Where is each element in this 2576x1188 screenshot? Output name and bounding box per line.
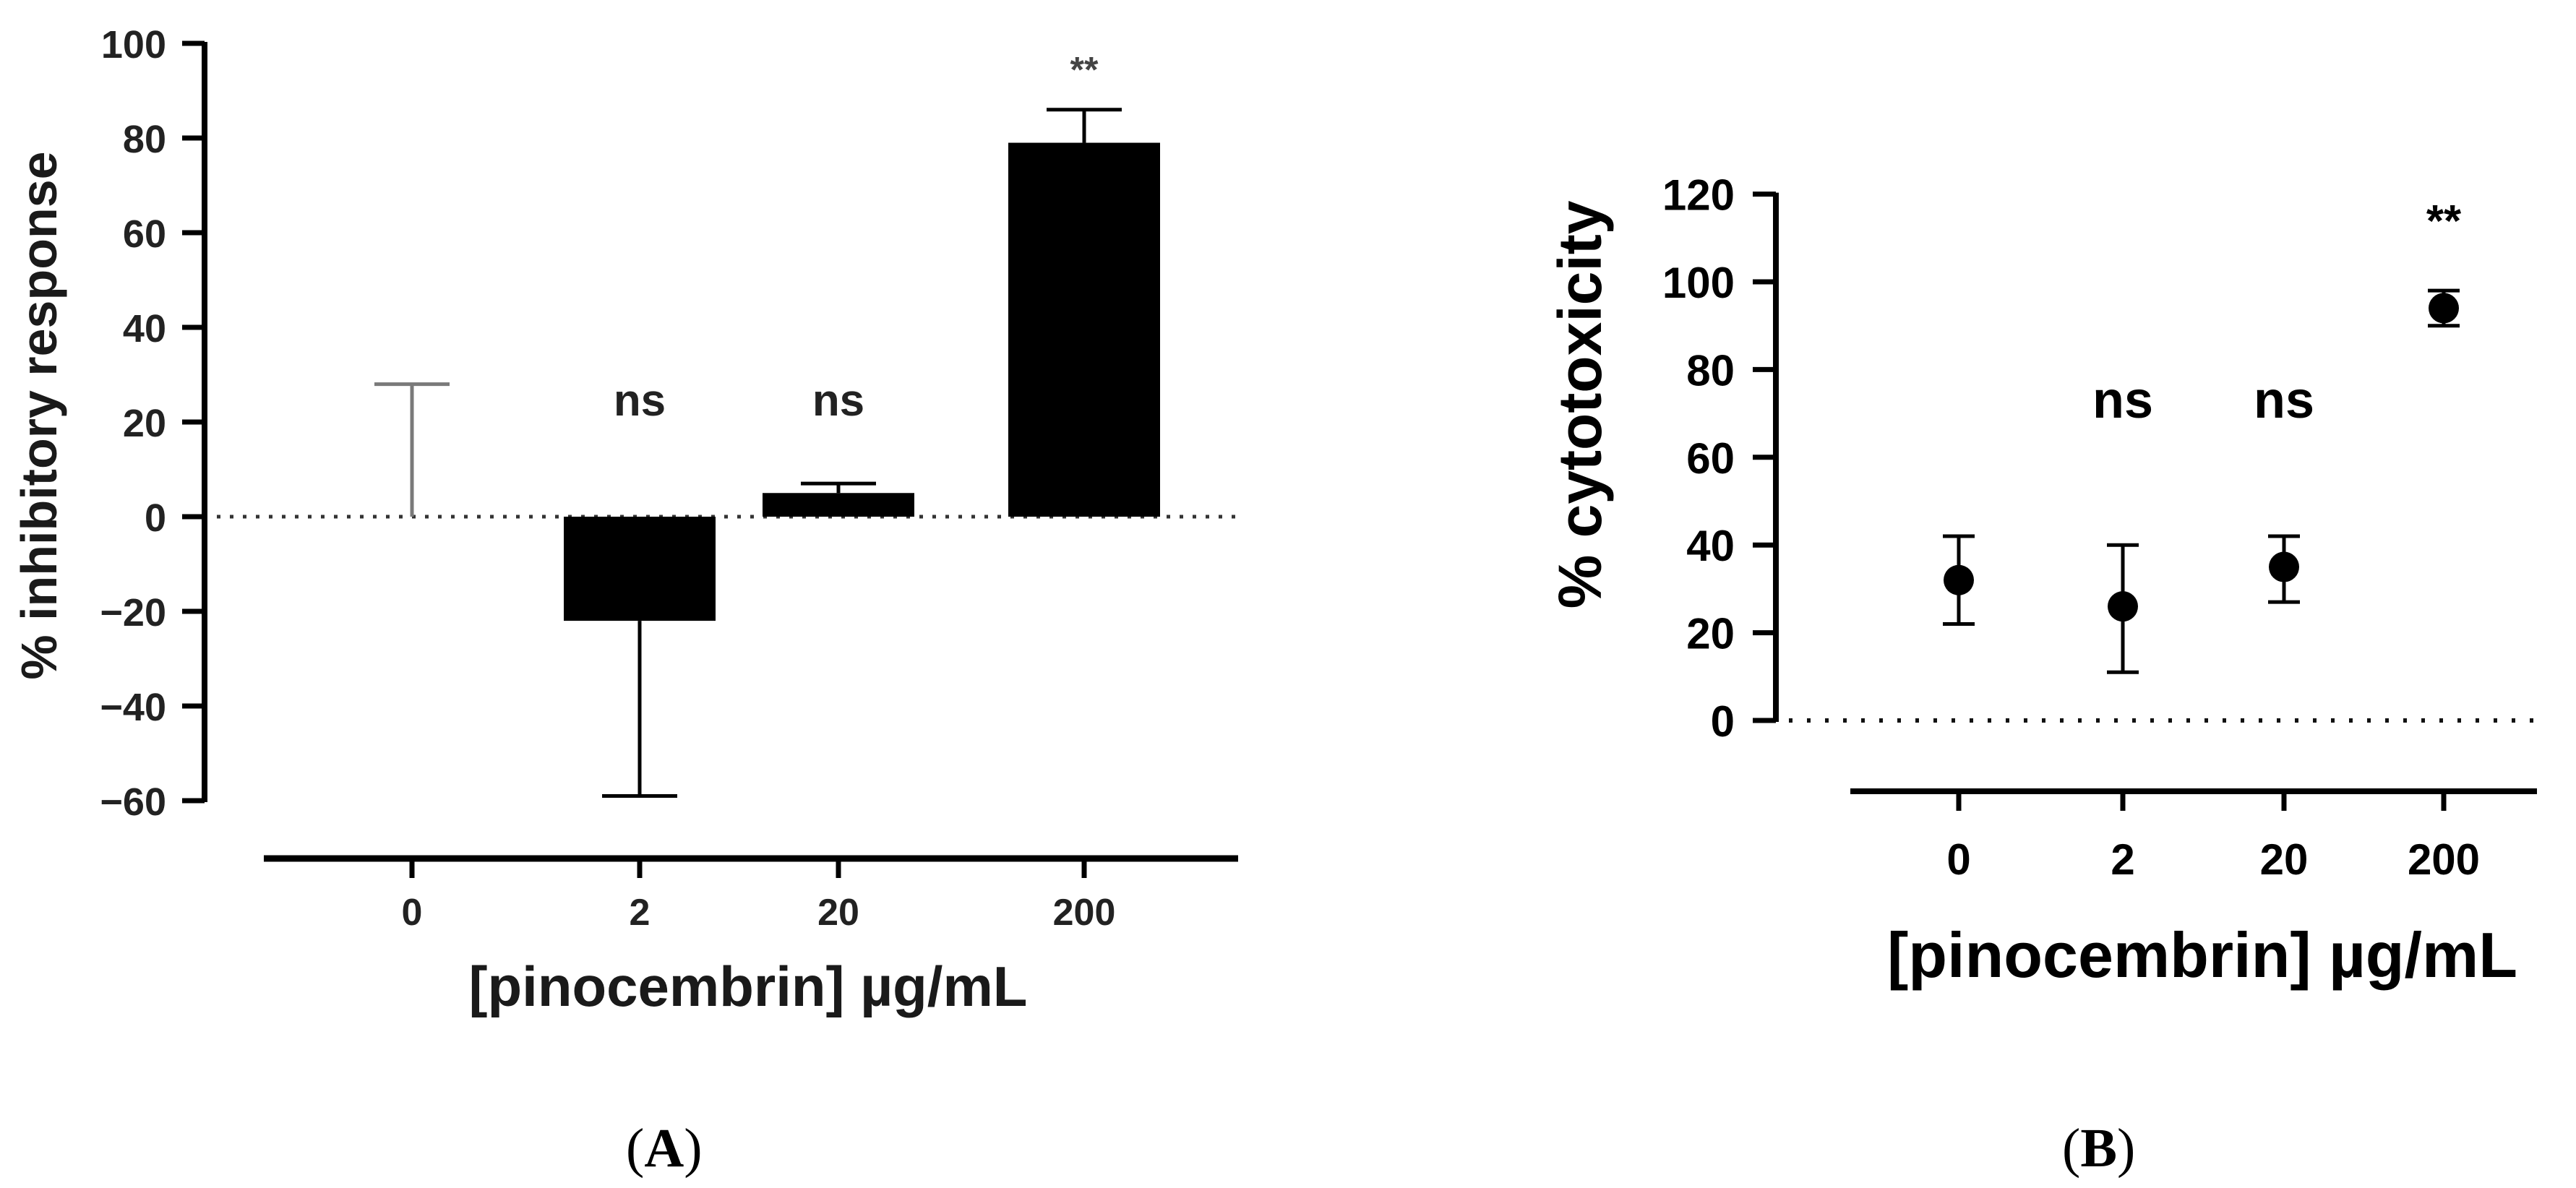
plot-area: ns ns ** — [1789, 197, 2537, 723]
x-tick-label: 20 — [817, 892, 859, 934]
y-tick-label: 80 — [123, 118, 166, 161]
significance-label: ns — [2254, 371, 2314, 429]
y-tick-label: 20 — [1686, 610, 1735, 658]
y-tick-label: 0 — [145, 496, 166, 540]
y-axis: 100 80 60 40 20 0 −20 −40 −60 — [100, 23, 207, 824]
y-tick-label: 20 — [123, 402, 166, 445]
bar — [763, 493, 914, 517]
x-tick-label: 20 — [2260, 835, 2309, 884]
y-tick-label: 80 — [1686, 346, 1735, 395]
chart-b: 0 20 40 60 80 100 120 0 2 20 200 ns ns ** % cytotox… — [1546, 171, 2537, 991]
significance-label: ns — [2092, 371, 2153, 429]
y-tick-label: 40 — [123, 307, 166, 350]
y-tick-label: 0 — [1711, 697, 1735, 746]
panel-label-a: (A) — [626, 1118, 703, 1179]
x-tick-label: 0 — [402, 892, 423, 934]
y-tick-label: −60 — [100, 780, 166, 824]
plot-area: ns ns ** — [217, 50, 1238, 798]
y-tick-label: −20 — [100, 591, 166, 634]
data-point — [2108, 591, 2138, 622]
significance-label: ns — [812, 376, 864, 426]
x-axis-title: [pinocembrin] µg/mL — [1887, 919, 2517, 991]
y-tick-label: −40 — [100, 686, 166, 729]
x-tick-label: 2 — [630, 892, 651, 934]
y-axis-title: % cytotoxicity — [1546, 200, 1614, 608]
y-tick-label: 100 — [101, 23, 166, 66]
y-tick-label: 40 — [1686, 522, 1735, 570]
x-axis: 0 2 20 200 — [264, 855, 1238, 934]
x-tick-label: 200 — [1053, 892, 1116, 934]
y-tick-label: 60 — [123, 212, 166, 256]
data-point — [2429, 293, 2459, 324]
data-point — [1944, 564, 1974, 595]
x-tick-label: 200 — [2408, 835, 2480, 884]
x-tick-label: 2 — [2111, 835, 2134, 884]
x-tick-label: 0 — [1946, 835, 1970, 884]
bar — [1008, 142, 1160, 517]
significance-label: ns — [614, 376, 666, 426]
significance-label: ** — [1070, 50, 1099, 90]
significance-label: ** — [2426, 197, 2462, 246]
y-tick-label: 60 — [1686, 434, 1735, 483]
x-axis-title: [pinocembrin] µg/mL — [469, 955, 1028, 1018]
y-axis-title: % inhibitory response — [11, 151, 67, 679]
data-point — [2269, 551, 2299, 582]
x-axis: 0 2 20 200 — [1850, 788, 2537, 884]
y-tick-label: 100 — [1662, 259, 1735, 307]
bar — [564, 517, 716, 621]
y-axis: 0 20 40 60 80 100 120 — [1662, 171, 1779, 746]
panel-label-b: (B) — [2062, 1118, 2136, 1179]
y-tick-label: 120 — [1662, 171, 1735, 220]
